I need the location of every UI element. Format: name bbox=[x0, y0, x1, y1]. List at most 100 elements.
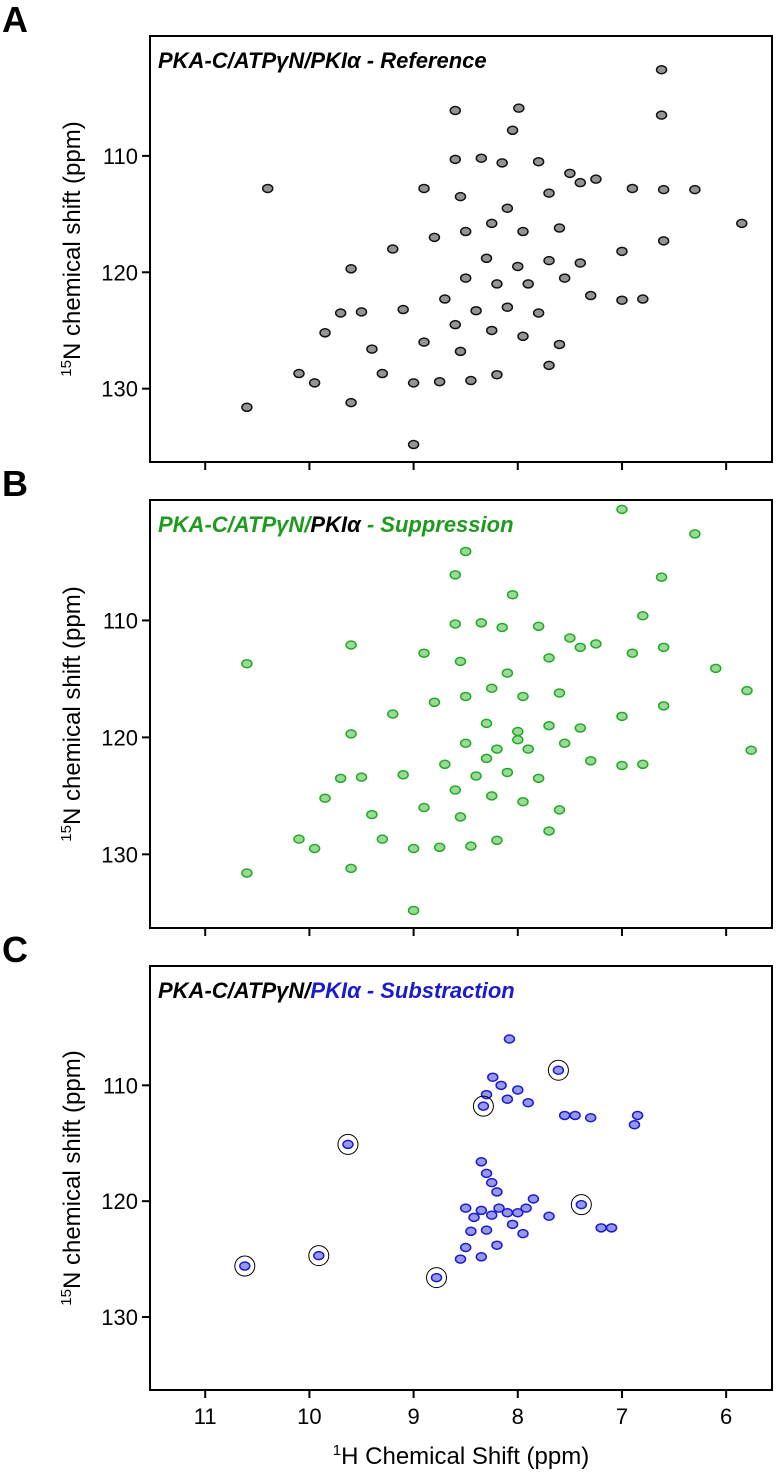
peak bbox=[655, 110, 668, 120]
peak bbox=[657, 184, 670, 195]
peak bbox=[532, 308, 545, 318]
peak bbox=[418, 648, 430, 658]
panel-title: PKA-C/ATPγN/PKIα - Reference bbox=[158, 48, 487, 73]
x-tick-label: 7 bbox=[616, 1404, 628, 1429]
peak bbox=[517, 226, 529, 237]
plot-frame bbox=[149, 965, 773, 1391]
peak bbox=[590, 174, 602, 184]
peak bbox=[631, 1110, 644, 1121]
peak bbox=[449, 619, 462, 629]
peak bbox=[543, 720, 555, 731]
peak bbox=[512, 726, 524, 737]
peak bbox=[319, 793, 331, 803]
peak bbox=[345, 640, 357, 650]
x-tick-label: 11 bbox=[194, 1404, 217, 1429]
peak bbox=[637, 759, 649, 770]
x-axis-label-sup: 1 bbox=[333, 1442, 341, 1459]
peak bbox=[501, 1094, 514, 1104]
peak bbox=[418, 337, 430, 347]
peak bbox=[493, 1203, 505, 1213]
peak bbox=[449, 154, 462, 165]
peak bbox=[433, 842, 446, 853]
peak bbox=[501, 668, 514, 678]
peak bbox=[527, 1194, 540, 1204]
peak bbox=[241, 868, 253, 878]
peak bbox=[522, 1097, 534, 1108]
y-axis-label-text: N chemical shift (ppm) bbox=[59, 1050, 86, 1289]
peak bbox=[517, 331, 529, 342]
peak bbox=[459, 1242, 472, 1253]
y-axis-label-sup: 15 bbox=[58, 360, 75, 377]
peak bbox=[459, 1203, 472, 1213]
title-part: PKIα bbox=[310, 512, 362, 537]
peak bbox=[513, 103, 525, 113]
panel-title: PKA-C/ATPγN/PKIα - Suppression bbox=[158, 512, 514, 537]
peak bbox=[496, 158, 508, 168]
panel: B PKA-C/ATPγN/PKIα - Suppression 110 120 130… bbox=[2, 463, 773, 936]
peak bbox=[543, 653, 555, 663]
peak bbox=[558, 1110, 571, 1121]
peak bbox=[241, 402, 253, 413]
peak bbox=[454, 191, 467, 202]
peak bbox=[485, 683, 498, 694]
peak bbox=[584, 290, 597, 301]
y-axis-label-text: N chemical shift (ppm) bbox=[59, 121, 86, 360]
peak bbox=[491, 744, 503, 754]
peak bbox=[475, 153, 488, 163]
peak bbox=[241, 658, 253, 669]
peak bbox=[512, 1208, 524, 1218]
peak bbox=[501, 203, 514, 214]
peak bbox=[574, 642, 587, 653]
peak bbox=[239, 1261, 251, 1271]
title-part: PKA-C/ATPγN/PKIα - Reference bbox=[158, 48, 487, 73]
peak bbox=[449, 785, 462, 795]
y-axis-label-sup: 15 bbox=[58, 825, 75, 842]
peak bbox=[520, 1203, 532, 1213]
peak bbox=[428, 697, 441, 708]
peak bbox=[736, 218, 748, 229]
peak bbox=[501, 1208, 514, 1218]
peak bbox=[449, 319, 462, 330]
peak bbox=[480, 718, 493, 729]
peak bbox=[433, 376, 446, 387]
panel-label: C bbox=[2, 929, 28, 970]
title-part: PKA-C/ATPγN/ bbox=[158, 512, 313, 537]
peak bbox=[308, 843, 321, 854]
peak bbox=[532, 773, 545, 784]
peak bbox=[657, 236, 670, 246]
title-part: - Suppression bbox=[361, 512, 514, 537]
peak bbox=[345, 729, 357, 739]
peak bbox=[605, 1223, 618, 1233]
peak bbox=[487, 1072, 499, 1082]
peak bbox=[558, 273, 571, 283]
y-axis-label-text: N chemical shift (ppm) bbox=[59, 586, 86, 825]
peak bbox=[459, 273, 472, 283]
peak bbox=[558, 738, 571, 748]
peak bbox=[439, 294, 451, 304]
peak bbox=[491, 1240, 503, 1250]
peak bbox=[468, 1212, 480, 1223]
peak bbox=[532, 621, 545, 632]
peak bbox=[366, 809, 378, 820]
peak bbox=[741, 685, 753, 696]
peak bbox=[503, 1034, 516, 1044]
title-part: PKA-C/ATPγN/ bbox=[158, 978, 313, 1003]
x-tick-label: 10 bbox=[297, 1404, 321, 1429]
peak bbox=[616, 711, 628, 722]
peak bbox=[342, 1139, 354, 1150]
peak bbox=[485, 1210, 498, 1220]
peak bbox=[485, 325, 498, 336]
peak bbox=[459, 691, 472, 702]
y-tick-label: 130 bbox=[101, 377, 138, 402]
peak bbox=[637, 611, 649, 621]
peak bbox=[512, 1085, 524, 1095]
peak bbox=[475, 1252, 488, 1262]
highlight-ring bbox=[426, 1267, 448, 1289]
peak bbox=[574, 723, 587, 733]
peak bbox=[480, 1168, 493, 1179]
peak bbox=[616, 295, 628, 305]
y-tick-label: 130 bbox=[101, 1305, 138, 1330]
y-tick-label: 110 bbox=[103, 144, 138, 169]
